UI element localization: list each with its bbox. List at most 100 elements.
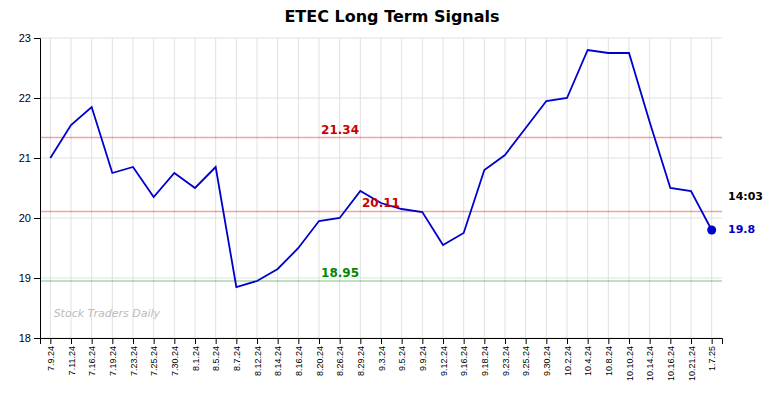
tick: 8.5.24 [211,338,221,371]
tick: 20 [19,212,40,224]
tick-mark [257,338,258,344]
tick: 8.26.24 [335,338,345,376]
tick: 7.30.24 [170,338,180,376]
tick-mark [34,98,40,99]
grid-line [401,38,402,338]
grid-line [484,38,485,338]
grid-line [608,38,609,338]
tick-mark [298,338,299,344]
tick-label: 22 [19,92,31,104]
x-axis: 7.9.24 7.11.24 7.16.24 7.19.24 7.23.24 7.25.2… [41,338,723,381]
tick: 7.11.24 [67,338,77,375]
last-point [707,226,716,235]
grid-line [71,38,72,338]
tick-mark [422,338,423,344]
grid-line [91,38,92,338]
tick: 9.18.24 [480,338,490,376]
grid-line [257,38,258,338]
tick-mark [319,338,320,344]
grid-line [629,38,630,338]
tick: 9.9.24 [418,338,428,371]
grid-line [153,38,154,338]
tick: 8.12.24 [253,338,263,376]
tick-mark [236,338,237,344]
watermark: Stock Traders Daily [54,307,161,320]
reference-line [40,280,722,282]
tick: 7.25.24 [149,338,159,376]
axis-line [34,39,41,339]
tick-label: 7.9.24 [46,346,56,371]
tick: 1.7.25 [707,338,717,371]
axis-line [41,339,723,345]
annotation: 19.8 [728,223,755,236]
annotation: 14:03 [728,190,763,203]
tick-label: 23 [19,32,31,44]
tick-label: 18 [19,332,31,344]
tick: 8.29.24 [356,338,366,376]
grid-line [50,38,51,338]
tick-label: 8.12.24 [253,346,263,376]
tick-mark [340,338,341,344]
tick-mark [174,338,175,344]
grid-line [587,38,588,338]
tick-label: 9.16.24 [459,346,469,376]
tick-label: 7.25.24 [149,346,159,376]
tick: 9.3.24 [377,338,387,371]
tick-label: 8.7.24 [232,346,242,371]
grid-line [339,38,340,338]
tick-label: 10.8.24 [604,346,614,376]
tick: 9.25.24 [521,338,531,376]
reference-line [40,211,722,213]
tick: 9.23.24 [501,338,511,376]
tick-label: 20 [19,212,31,224]
tick: 10.10.24 [625,338,635,381]
tick-mark [608,338,609,344]
tick-mark [360,338,361,344]
chart: ETEC Long Term Signals1819202122237.9.24… [0,0,784,398]
tick: 7.16.24 [87,338,97,376]
tick: 18 [19,332,40,344]
tick-label: 9.25.24 [521,346,531,376]
tick: 10.8.24 [604,338,614,376]
tick-mark [71,338,72,344]
tick-label: 8.20.24 [315,346,325,376]
tick: 23 [19,32,40,44]
tick: 7.23.24 [129,338,139,376]
tick: 8.7.24 [232,338,242,371]
tick: 7.19.24 [108,338,118,376]
tick-label: 8.14.24 [273,346,283,376]
tick-label: 9.5.24 [397,346,407,371]
tick-mark [691,338,692,344]
price-line [50,50,711,287]
tick-label: 7.23.24 [129,346,139,376]
tick-mark [670,338,671,344]
tick: 8.20.24 [315,338,325,376]
tick-mark [112,338,113,344]
tick: 9.30.24 [542,338,552,376]
tick-mark [34,278,40,279]
tick-label: 8.1.24 [191,346,201,371]
grid-line [443,38,444,338]
tick: 19 [19,272,40,284]
tick-mark [484,338,485,344]
grid-line [546,38,547,338]
tick-label: 7.16.24 [87,346,97,376]
tick-label: 10.21.24 [687,346,697,381]
marks [40,50,722,287]
grid-line [505,38,506,338]
plot: 1819202122237.9.247.11.247.16.247.19.247… [19,32,763,381]
tick-mark [402,338,403,344]
grid-line [215,38,216,338]
grid-line [422,38,423,338]
tick-mark [195,338,196,344]
tick-mark [34,338,40,339]
tick-mark [92,338,93,344]
tick-label: 9.3.24 [377,346,387,371]
tick-label: 21 [19,152,31,164]
tick-label: 10.2.24 [563,346,573,376]
tick-mark [216,338,217,344]
reference-label: 20.11 [362,196,400,210]
tick: 10.2.24 [563,338,573,376]
y-axis: 18 19 20 21 22 23 [19,32,41,344]
tick-label: 9.18.24 [480,346,490,376]
